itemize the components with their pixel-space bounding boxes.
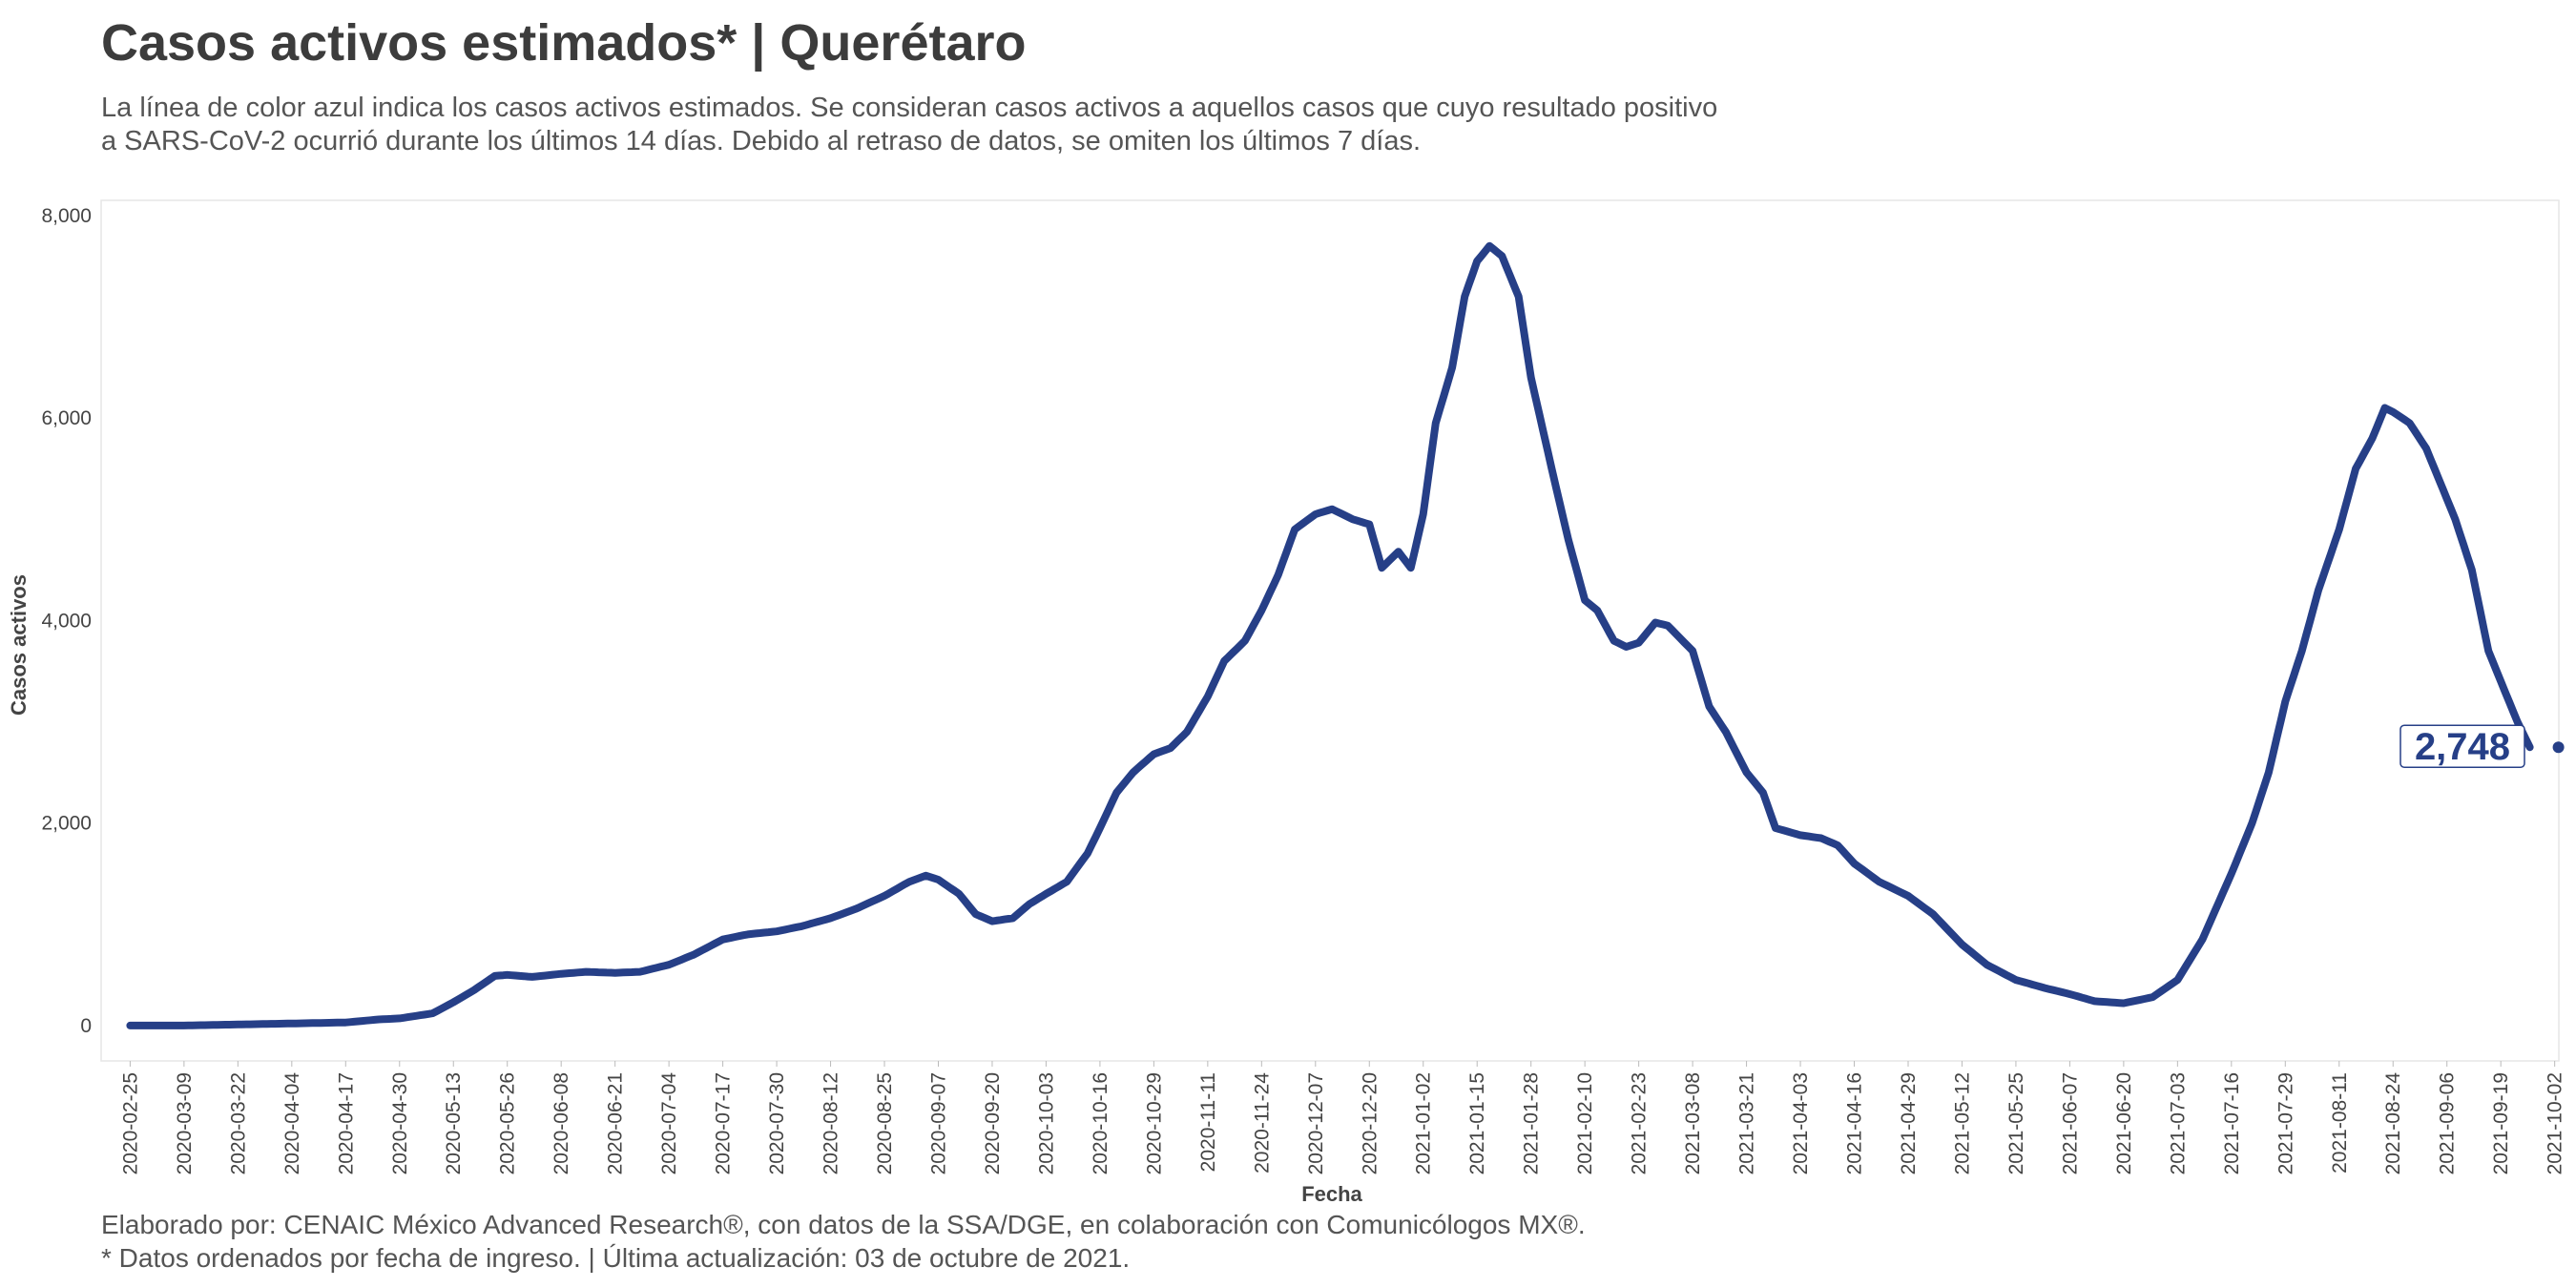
x-tick-label: 2020-07-30 bbox=[766, 1072, 788, 1174]
last-value-label-box bbox=[2399, 724, 2525, 768]
y-axis-title: Casos activos bbox=[7, 574, 31, 716]
x-tick-label: 2020-05-13 bbox=[443, 1072, 465, 1174]
x-tick-label: 2021-04-03 bbox=[1790, 1072, 1812, 1174]
x-tick-label: 2020-11-11 bbox=[1197, 1072, 1219, 1172]
x-tick-label: 2020-10-03 bbox=[1035, 1072, 1057, 1174]
x-tick-label: 2020-06-21 bbox=[605, 1072, 627, 1174]
x-tick-label: 2021-05-12 bbox=[1951, 1072, 1973, 1174]
x-tick-label: 2020-05-26 bbox=[497, 1072, 519, 1174]
subtitle-line-2: a SARS-CoV-2 ocurrió durante los últimos… bbox=[101, 126, 1422, 156]
x-tick-label: 2020-04-17 bbox=[335, 1072, 357, 1174]
x-tick-label: 2021-04-16 bbox=[1844, 1072, 1866, 1174]
x-tick-label: 2021-01-28 bbox=[1521, 1072, 1543, 1174]
y-tick-label: 6,000 bbox=[41, 407, 92, 429]
x-tick-label: 2021-06-07 bbox=[2059, 1072, 2081, 1174]
y-tick-label: 0 bbox=[80, 1015, 92, 1037]
line-chart: 0 2,000 4,000 6,000 8,000 2020-02-25 2020-03-… bbox=[7, 199, 2566, 1202]
x-axis-ticks: 2020-02-25 2020-03-09 2020-03-22 2020-04-04… bbox=[119, 1061, 2566, 1174]
x-tick-label: 2020-03-09 bbox=[174, 1072, 196, 1174]
y-tick-label: 8,000 bbox=[41, 205, 92, 227]
x-tick-label: 2020-04-04 bbox=[281, 1072, 303, 1175]
x-tick-label: 2021-07-16 bbox=[2221, 1072, 2243, 1174]
x-tick-label: 2021-10-02 bbox=[2545, 1072, 2566, 1174]
x-tick-label: 2020-07-17 bbox=[713, 1072, 735, 1174]
x-tick-label: 2020-10-29 bbox=[1143, 1072, 1165, 1174]
x-tick-label: 2021-07-03 bbox=[2167, 1072, 2189, 1174]
caption-line-2: * Datos ordenados por fecha de ingreso. … bbox=[101, 1243, 1131, 1273]
x-tick-label: 2021-02-23 bbox=[1629, 1072, 1651, 1174]
x-tick-label: 2020-10-16 bbox=[1090, 1072, 1111, 1174]
plot-panel bbox=[100, 199, 2560, 1062]
x-tick-label: 2021-08-24 bbox=[2382, 1072, 2404, 1175]
x-tick-label: 2021-01-15 bbox=[1466, 1072, 1488, 1174]
y-tick-label: 2,000 bbox=[41, 813, 92, 835]
x-tick-label: 2021-05-25 bbox=[2005, 1072, 2027, 1174]
x-tick-label: 2020-12-07 bbox=[1305, 1072, 1327, 1174]
x-tick-label: 2021-09-19 bbox=[2490, 1072, 2512, 1174]
x-tick-label: 2021-03-08 bbox=[1682, 1072, 1704, 1174]
x-axis-title: Fecha bbox=[1301, 1182, 1362, 1202]
chart-caption: Elaborado por: CENAIC México Advanced Re… bbox=[101, 1208, 1586, 1275]
y-tick-label: 4,000 bbox=[41, 610, 92, 632]
x-tick-label: 2021-01-02 bbox=[1413, 1072, 1435, 1174]
x-tick-label: 2020-07-04 bbox=[658, 1072, 680, 1175]
y-axis-ticks: 0 2,000 4,000 6,000 8,000 bbox=[41, 205, 92, 1037]
x-tick-label: 2020-08-25 bbox=[874, 1072, 896, 1174]
last-value-label: 2,748 bbox=[2399, 724, 2525, 768]
subtitle-line-1: La línea de color azul indica los casos … bbox=[101, 93, 1718, 123]
x-tick-label: 2020-08-12 bbox=[821, 1072, 842, 1174]
series-line bbox=[126, 241, 2534, 1029]
x-tick-label: 2020-12-20 bbox=[1359, 1072, 1381, 1174]
x-tick-label: 2021-07-29 bbox=[2275, 1072, 2296, 1174]
x-tick-label: 2020-06-08 bbox=[551, 1072, 572, 1174]
x-tick-label: 2020-02-25 bbox=[119, 1072, 141, 1174]
last-value-label-text: 2,748 bbox=[2415, 726, 2510, 768]
x-tick-label: 2021-03-21 bbox=[1736, 1072, 1758, 1174]
x-tick-label: 2020-04-30 bbox=[389, 1072, 411, 1174]
x-tick-label: 2021-06-20 bbox=[2113, 1072, 2135, 1174]
x-tick-label: 2021-09-06 bbox=[2437, 1072, 2459, 1174]
x-tick-label: 2021-08-11 bbox=[2329, 1072, 2351, 1174]
x-tick-label: 2020-09-20 bbox=[982, 1072, 1004, 1174]
caption-line-1: Elaborado por: CENAIC México Advanced Re… bbox=[101, 1210, 1586, 1239]
chart-title: Casos activos estimados* | Querétaro bbox=[101, 14, 1027, 72]
x-tick-label: 2021-04-29 bbox=[1898, 1072, 1920, 1174]
x-tick-label: 2020-09-07 bbox=[927, 1072, 949, 1174]
last-data-point bbox=[2552, 741, 2565, 754]
x-tick-label: 2020-11-24 bbox=[1251, 1072, 1273, 1174]
x-tick-label: 2021-02-10 bbox=[1574, 1072, 1596, 1174]
x-tick-label: 2020-03-22 bbox=[227, 1072, 249, 1174]
chart-subtitle: La línea de color azul indica los casos … bbox=[101, 92, 1876, 158]
